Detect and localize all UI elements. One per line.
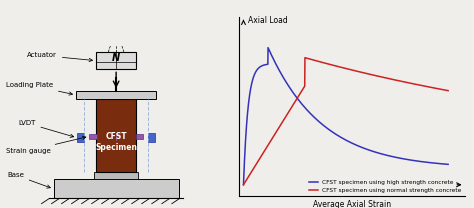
Bar [90,134,97,139]
Bar [136,134,143,139]
Text: Average Axial Strain: Average Axial Strain [313,201,391,208]
Text: N: N [112,53,120,63]
Bar [76,91,156,99]
Text: Loading Plate: Loading Plate [6,82,73,95]
Text: CFST
Specimen: CFST Specimen [95,132,137,152]
Text: LVDT: LVDT [18,120,73,137]
Bar [77,134,84,142]
Bar [96,99,136,172]
Text: Strain gauge: Strain gauge [6,136,86,154]
Text: Actuator: Actuator [27,52,92,62]
Legend: CFST specimen using high strength concrete, CFST specimen using normal strength : CFST specimen using high strength concre… [309,180,462,193]
Bar [94,172,138,179]
Bar [148,134,155,142]
Text: Base: Base [7,172,50,188]
Bar [96,52,136,69]
Text: Axial Load: Axial Load [247,16,287,25]
Bar [54,179,179,198]
